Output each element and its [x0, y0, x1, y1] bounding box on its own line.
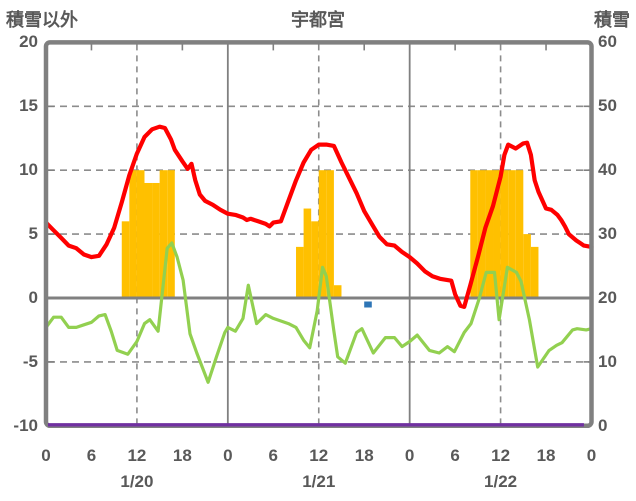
sunshine-bar	[515, 170, 524, 297]
sunshine-bar	[303, 208, 312, 297]
x-axis-hour-label: 0	[41, 446, 51, 465]
sunshine-bar	[136, 170, 145, 297]
x-axis-hour-label: 18	[354, 446, 374, 465]
left-axis-tick-label: 20	[19, 32, 38, 52]
left-axis-tick-label: 0	[28, 288, 38, 307]
sunshine-bar	[485, 170, 494, 297]
sunshine-bar	[477, 170, 486, 297]
left-axis-tick-label: -5	[22, 351, 38, 371]
sunshine-bar	[318, 170, 327, 297]
sunshine-bar	[493, 170, 501, 297]
sunshine-bar	[500, 170, 509, 297]
sunshine-bar	[326, 170, 334, 297]
x-axis-hour-label: 12	[491, 446, 511, 465]
right-axis-tick-label: 60	[598, 32, 617, 52]
left-axis-title: 積雪以外	[6, 10, 78, 30]
x-axis-hour-label: 0	[586, 446, 597, 465]
right-axis-tick-label: 50	[598, 96, 617, 116]
left-axis-tick-label: 10	[19, 160, 38, 180]
sunshine-bar	[159, 170, 168, 297]
x-axis-hour-label: 12	[309, 446, 329, 465]
sunshine-bar	[311, 221, 319, 297]
sunshine-bar	[333, 285, 342, 297]
sunshine-bar	[470, 170, 478, 297]
x-axis-date-label: 1/21	[302, 472, 336, 491]
sunshine-bar	[152, 182, 160, 297]
x-axis-hour-label: 12	[127, 446, 147, 465]
right-axis-tick-label: 20	[598, 288, 617, 307]
blue-marker	[364, 301, 372, 308]
sunshine-bar	[167, 170, 175, 297]
right-axis-tick-label: 0	[598, 415, 608, 435]
right-axis-tick-label: 40	[598, 160, 617, 180]
left-axis-tick-label: 15	[19, 96, 38, 116]
x-axis-hour-label: 0	[223, 446, 233, 465]
x-axis-hour-label: 6	[450, 446, 460, 465]
green-line	[44, 241, 594, 384]
x-axis-hour-label: 18	[536, 446, 556, 465]
right-axis-tick-label: 30	[598, 224, 617, 244]
x-axis-hour-label: 18	[172, 446, 192, 465]
right-axis-title: 積雪	[594, 10, 630, 30]
sunshine-bar	[296, 246, 304, 297]
sunshine-bar	[144, 182, 153, 297]
x-axis-hour-label: 6	[86, 446, 97, 465]
x-axis-hour-label: 0	[404, 446, 415, 465]
left-axis-tick-label: -10	[13, 415, 38, 435]
sunshine-bar	[129, 170, 137, 297]
sunshine-bar	[121, 221, 130, 297]
x-axis-date-label: 1/22	[484, 472, 518, 491]
sunshine-bar	[508, 170, 516, 297]
sunshine-bar	[523, 234, 531, 297]
red-line	[43, 124, 594, 309]
x-axis-date-label: 1/20	[120, 472, 154, 491]
chart-title: 宇都宮	[291, 10, 345, 30]
sunshine-bar	[530, 246, 539, 297]
x-axis-hour-label: 6	[268, 446, 279, 465]
left-axis-tick-label: 5	[28, 224, 38, 244]
right-axis-tick-label: 10	[598, 351, 617, 371]
